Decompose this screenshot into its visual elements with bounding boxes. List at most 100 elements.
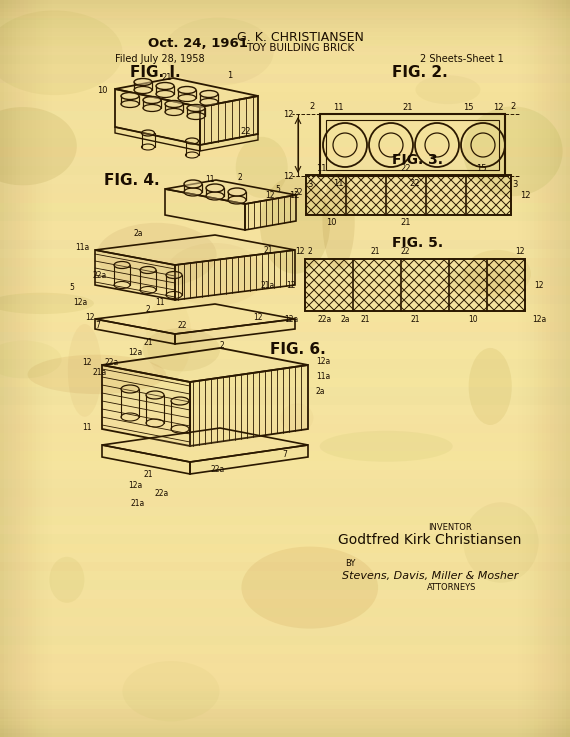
- Bar: [0, 240, 570, 249]
- Text: 21: 21: [162, 72, 172, 82]
- Ellipse shape: [143, 105, 161, 111]
- Ellipse shape: [185, 138, 198, 144]
- Ellipse shape: [463, 106, 563, 196]
- Polygon shape: [102, 445, 190, 474]
- Polygon shape: [165, 180, 296, 204]
- Bar: [0, 368, 570, 378]
- Polygon shape: [190, 365, 308, 446]
- Text: 22: 22: [410, 178, 420, 187]
- Polygon shape: [175, 319, 295, 344]
- Text: 22a: 22a: [211, 464, 225, 473]
- Text: 22: 22: [293, 187, 303, 197]
- Text: 21: 21: [360, 315, 370, 324]
- Bar: [0, 608, 570, 618]
- Text: 12: 12: [253, 312, 263, 321]
- Ellipse shape: [165, 100, 183, 108]
- Bar: [550, 0, 570, 737]
- Text: 11: 11: [333, 102, 343, 111]
- Ellipse shape: [469, 348, 512, 425]
- Text: 22a: 22a: [105, 357, 119, 366]
- Ellipse shape: [228, 196, 246, 204]
- Bar: [0, 729, 570, 737]
- Text: Stevens, Davis, Miller & Mosher: Stevens, Davis, Miller & Mosher: [342, 571, 518, 581]
- Polygon shape: [115, 127, 200, 151]
- Bar: [0, 378, 570, 387]
- Bar: [0, 0, 28, 737]
- Polygon shape: [115, 89, 200, 145]
- Bar: [0, 470, 570, 479]
- Polygon shape: [190, 445, 308, 474]
- Bar: [526, 0, 570, 737]
- Bar: [0, 618, 570, 626]
- Polygon shape: [200, 96, 258, 145]
- Bar: [558, 0, 570, 737]
- Bar: [0, 415, 570, 424]
- Ellipse shape: [146, 391, 164, 399]
- Polygon shape: [200, 134, 258, 151]
- Polygon shape: [115, 78, 258, 107]
- Bar: [0, 0, 570, 12]
- Text: 10: 10: [97, 85, 107, 94]
- Bar: [0, 0, 32, 737]
- Text: FIG. I.: FIG. I.: [130, 65, 180, 80]
- Bar: [0, 184, 570, 194]
- Bar: [0, 360, 570, 368]
- Text: FIG. 4.: FIG. 4.: [104, 172, 160, 187]
- Bar: [0, 350, 570, 360]
- Text: 21: 21: [143, 469, 153, 478]
- Bar: [0, 212, 570, 221]
- Text: BY: BY: [345, 559, 355, 567]
- Text: 21a: 21a: [261, 281, 275, 290]
- Bar: [0, 129, 570, 139]
- Bar: [0, 0, 570, 32]
- Ellipse shape: [228, 188, 246, 196]
- Ellipse shape: [184, 180, 202, 188]
- Text: 2: 2: [510, 102, 516, 111]
- Bar: [0, 258, 570, 268]
- Bar: [0, 397, 570, 405]
- Text: 5: 5: [70, 282, 75, 292]
- Bar: [0, 231, 570, 240]
- Text: 3: 3: [512, 180, 518, 189]
- Text: FIG. 3.: FIG. 3.: [393, 153, 443, 167]
- Bar: [0, 304, 570, 313]
- Bar: [0, 313, 570, 323]
- Text: 15: 15: [476, 164, 486, 172]
- Bar: [518, 0, 570, 737]
- Text: 12a: 12a: [284, 315, 298, 324]
- Bar: [0, 701, 570, 737]
- Bar: [0, 705, 570, 737]
- Text: 2a: 2a: [316, 386, 325, 396]
- Bar: [0, 0, 8, 737]
- Bar: [0, 111, 570, 120]
- Text: 2a: 2a: [340, 315, 350, 324]
- Bar: [0, 571, 570, 581]
- Ellipse shape: [165, 108, 183, 116]
- Text: 22: 22: [177, 321, 187, 329]
- Bar: [0, 654, 570, 663]
- Bar: [0, 713, 570, 737]
- Text: 7: 7: [96, 321, 100, 329]
- Bar: [0, 0, 570, 4]
- Text: Godtfred Kirk Christiansen: Godtfred Kirk Christiansen: [339, 533, 522, 547]
- Bar: [0, 709, 570, 737]
- Polygon shape: [165, 189, 245, 230]
- Bar: [0, 507, 570, 516]
- Text: 12: 12: [289, 190, 299, 200]
- Bar: [0, 717, 570, 737]
- Text: FIG. 2.: FIG. 2.: [392, 65, 448, 80]
- Text: 21: 21: [370, 246, 380, 256]
- Ellipse shape: [200, 99, 218, 105]
- Bar: [0, 332, 570, 341]
- Text: 12: 12: [286, 281, 296, 290]
- Polygon shape: [175, 250, 295, 300]
- Bar: [0, 405, 570, 415]
- Polygon shape: [102, 428, 308, 462]
- Bar: [0, 65, 570, 74]
- Text: FIG. 5.: FIG. 5.: [392, 236, 443, 250]
- Bar: [0, 489, 570, 497]
- Text: 10: 10: [325, 217, 336, 226]
- Bar: [542, 0, 570, 737]
- Bar: [0, 387, 570, 397]
- Ellipse shape: [97, 223, 217, 287]
